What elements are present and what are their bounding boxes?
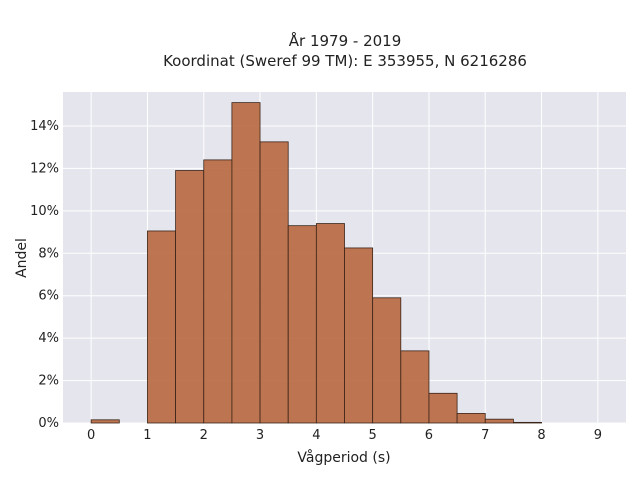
histogram-bar [315, 223, 345, 424]
x-tick-label: 5 [369, 428, 377, 443]
x-tick-label: 6 [425, 428, 433, 443]
y-tick-label: 8% [38, 246, 59, 261]
histogram-bar [344, 247, 374, 424]
histogram-bar [400, 350, 430, 424]
x-tick-label: 2 [200, 428, 208, 443]
histogram-bar [259, 141, 289, 424]
y-tick-label: 0% [38, 416, 59, 431]
x-tick-label: 4 [312, 428, 320, 443]
x-tick-label: 8 [537, 428, 545, 443]
y-tick-label: 6% [38, 289, 59, 304]
bars [90, 102, 542, 424]
y-tick-label: 4% [38, 331, 59, 346]
histogram-bar [372, 297, 402, 424]
chart-title-line2: Koordinat (Sweref 99 TM): E 353955, N 62… [163, 52, 527, 70]
histogram-bar [287, 225, 317, 424]
y-tick-label: 2% [38, 374, 59, 389]
chart-title-line1: År 1979 - 2019 [289, 31, 402, 50]
x-tick-label: 7 [481, 428, 489, 443]
histogram-bar [484, 418, 514, 424]
x-tick-label: 0 [87, 428, 95, 443]
y-tick-label: 10% [30, 204, 59, 219]
histogram-bar [90, 419, 120, 424]
x-tick-labels: 0 1 2 3 4 5 6 7 8 9 [87, 428, 602, 443]
x-axis-title: Vågperiod (s) [297, 449, 390, 466]
x-tick-label: 1 [143, 428, 151, 443]
histogram-bar [428, 392, 458, 424]
y-tick-labels: 0% 2% 4% 6% 8% 10% 12% 14% [30, 119, 59, 431]
histogram-bar [175, 170, 205, 424]
histogram-bar [513, 421, 542, 424]
histogram-bar [231, 102, 261, 424]
histogram-bar [456, 413, 486, 424]
y-tick-label: 14% [30, 119, 59, 134]
y-axis-title: Andel [14, 238, 30, 278]
x-tick-label: 3 [256, 428, 264, 443]
histogram-bar [203, 159, 233, 424]
x-tick-label: 9 [594, 428, 602, 443]
histogram-bar [147, 230, 176, 424]
y-tick-label: 12% [30, 161, 59, 176]
